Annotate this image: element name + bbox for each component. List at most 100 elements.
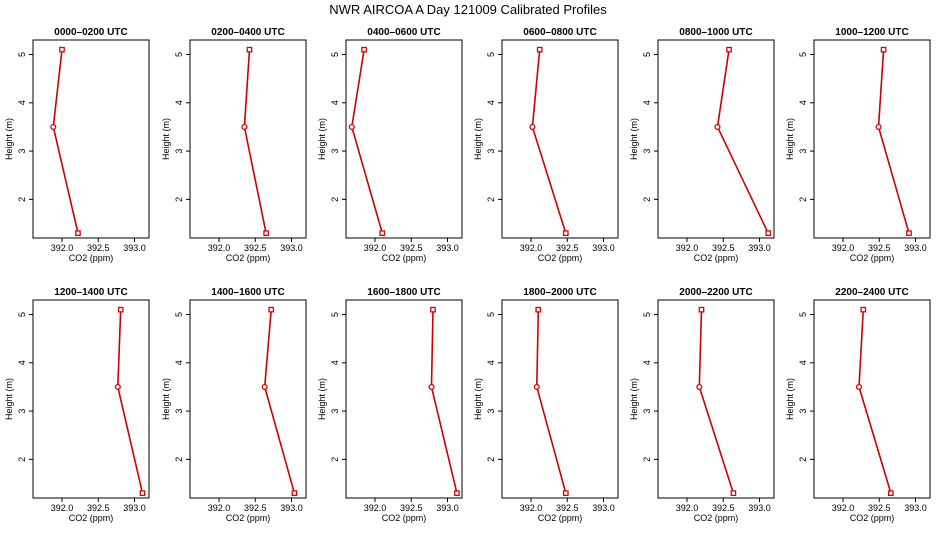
plot-frame xyxy=(657,39,775,239)
x-axis-label: CO2 (ppm) xyxy=(694,513,739,523)
data-point xyxy=(114,383,121,390)
y-axis-label: Height (m) xyxy=(629,378,639,420)
data-point xyxy=(361,46,367,53)
y-tick-label: 4 xyxy=(17,100,27,105)
data-point xyxy=(246,46,253,53)
plot-frame xyxy=(657,299,775,499)
panel: 2000–2200 UTC 392.0 392.5 393.0 2 3 4 5 CO2 (ppm… xyxy=(629,287,775,523)
profile-line xyxy=(116,309,144,494)
data-point xyxy=(261,383,268,390)
panel: 0400–0600 UTC 392.0 392.5 393.0 2 3 4 5 CO2 (ppm… xyxy=(317,27,463,263)
y-tick-label: 5 xyxy=(330,312,340,317)
data-point xyxy=(348,123,355,130)
y-tick-label: 3 xyxy=(174,409,184,414)
x-axis-label: CO2 (ppm) xyxy=(538,513,583,523)
profile-line xyxy=(858,309,892,494)
panel: 0600–0800 UTC 392.0 392.5 393.0 2 3 4 5 CO2 (ppm… xyxy=(473,27,619,263)
x-tick-label: 392.0 xyxy=(676,503,699,513)
x-axis-label: CO2 (ppm) xyxy=(69,513,114,523)
profile-line xyxy=(877,49,910,234)
x-tick-label: 393.0 xyxy=(592,503,615,513)
data-point xyxy=(117,306,124,313)
x-tick-label: 393.0 xyxy=(904,243,927,253)
profile-line xyxy=(698,309,735,494)
y-tick-label: 3 xyxy=(17,409,27,414)
x-tick-label: 392.0 xyxy=(364,243,387,253)
data-point xyxy=(860,306,867,313)
x-tick-label: 392.5 xyxy=(556,243,579,253)
data-point xyxy=(730,490,737,497)
panel-title: 2000–2200 UTC xyxy=(679,287,752,298)
y-axis-label: Height (m) xyxy=(785,378,795,420)
panel-title: 0600–0800 UTC xyxy=(523,27,596,38)
y-tick-label: 5 xyxy=(17,52,27,57)
y-tick-label: 4 xyxy=(642,100,652,105)
x-tick-label: 392.5 xyxy=(244,243,267,253)
x-axis-label: CO2 (ppm) xyxy=(850,253,895,263)
x-axis-label: CO2 (ppm) xyxy=(226,513,271,523)
y-axis-label: Height (m) xyxy=(317,378,327,420)
data-point xyxy=(875,123,882,130)
x-tick-label: 392.0 xyxy=(208,243,231,253)
y-tick-label: 5 xyxy=(642,52,652,57)
data-point xyxy=(75,230,81,237)
plot-frame xyxy=(32,39,150,239)
panel-title: 0400–0600 UTC xyxy=(367,27,440,38)
data-point xyxy=(50,123,57,130)
y-axis-label: Height (m) xyxy=(161,118,171,160)
y-tick-label: 3 xyxy=(17,149,27,154)
y-tick-label: 4 xyxy=(486,360,496,365)
y-tick-label: 3 xyxy=(174,149,184,154)
data-point xyxy=(535,306,542,313)
y-tick-label: 3 xyxy=(642,149,652,154)
data-point xyxy=(562,230,569,237)
panel: 1400–1600 UTC 392.0 392.5 393.0 2 3 4 5 CO2 (ppm… xyxy=(161,287,307,523)
panel-title: 1800–2000 UTC xyxy=(523,287,596,298)
panel: 1000–1200 UTC 392.0 392.5 393.0 2 3 4 5 CO2 (ppm… xyxy=(785,27,931,263)
y-tick-label: 4 xyxy=(798,360,808,365)
y-tick-label: 5 xyxy=(798,52,808,57)
x-tick-label: 392.0 xyxy=(520,243,543,253)
y-tick-label: 3 xyxy=(798,409,808,414)
panel: 1200–1400 UTC 392.0 392.5 393.0 2 3 4 5 CO2 (ppm… xyxy=(4,287,150,523)
y-tick-label: 2 xyxy=(174,457,184,462)
data-point xyxy=(855,383,862,390)
data-point xyxy=(765,230,772,237)
panel: 1600–1800 UTC 392.0 392.5 393.0 2 3 4 5 CO2 (ppm… xyxy=(317,287,463,523)
panel-title: 1600–1800 UTC xyxy=(367,287,440,298)
plot-frame xyxy=(813,39,931,239)
x-tick-label: 393.0 xyxy=(592,243,615,253)
x-tick-label: 393.0 xyxy=(904,503,927,513)
y-tick-label: 3 xyxy=(798,149,808,154)
y-tick-label: 5 xyxy=(798,312,808,317)
x-tick-label: 392.0 xyxy=(51,503,74,513)
y-tick-label: 2 xyxy=(330,197,340,202)
y-tick-label: 4 xyxy=(330,360,340,365)
x-tick-label: 392.0 xyxy=(364,503,387,513)
data-point xyxy=(430,306,436,313)
data-point xyxy=(263,230,269,237)
y-axis-label: Height (m) xyxy=(4,378,14,420)
x-tick-label: 393.0 xyxy=(280,503,303,513)
y-tick-label: 2 xyxy=(486,197,496,202)
x-tick-label: 392.0 xyxy=(832,503,855,513)
profile-line xyxy=(716,49,769,234)
y-tick-label: 2 xyxy=(486,457,496,462)
x-axis-label: CO2 (ppm) xyxy=(69,253,114,263)
y-tick-label: 2 xyxy=(330,457,340,462)
data-point xyxy=(888,490,894,497)
panel-title: 1400–1600 UTC xyxy=(211,287,284,298)
data-point xyxy=(379,230,386,237)
y-tick-label: 2 xyxy=(174,197,184,202)
x-tick-label: 392.5 xyxy=(556,503,579,513)
y-tick-label: 3 xyxy=(330,409,340,414)
data-point xyxy=(241,123,248,130)
panel: 0800–1000 UTC 392.0 392.5 393.0 2 3 4 5 CO2 (ppm… xyxy=(629,27,775,263)
x-tick-label: 392.0 xyxy=(676,243,699,253)
y-tick-label: 3 xyxy=(642,409,652,414)
profile-line xyxy=(535,309,567,494)
data-point xyxy=(428,383,435,390)
x-tick-label: 392.5 xyxy=(712,503,735,513)
